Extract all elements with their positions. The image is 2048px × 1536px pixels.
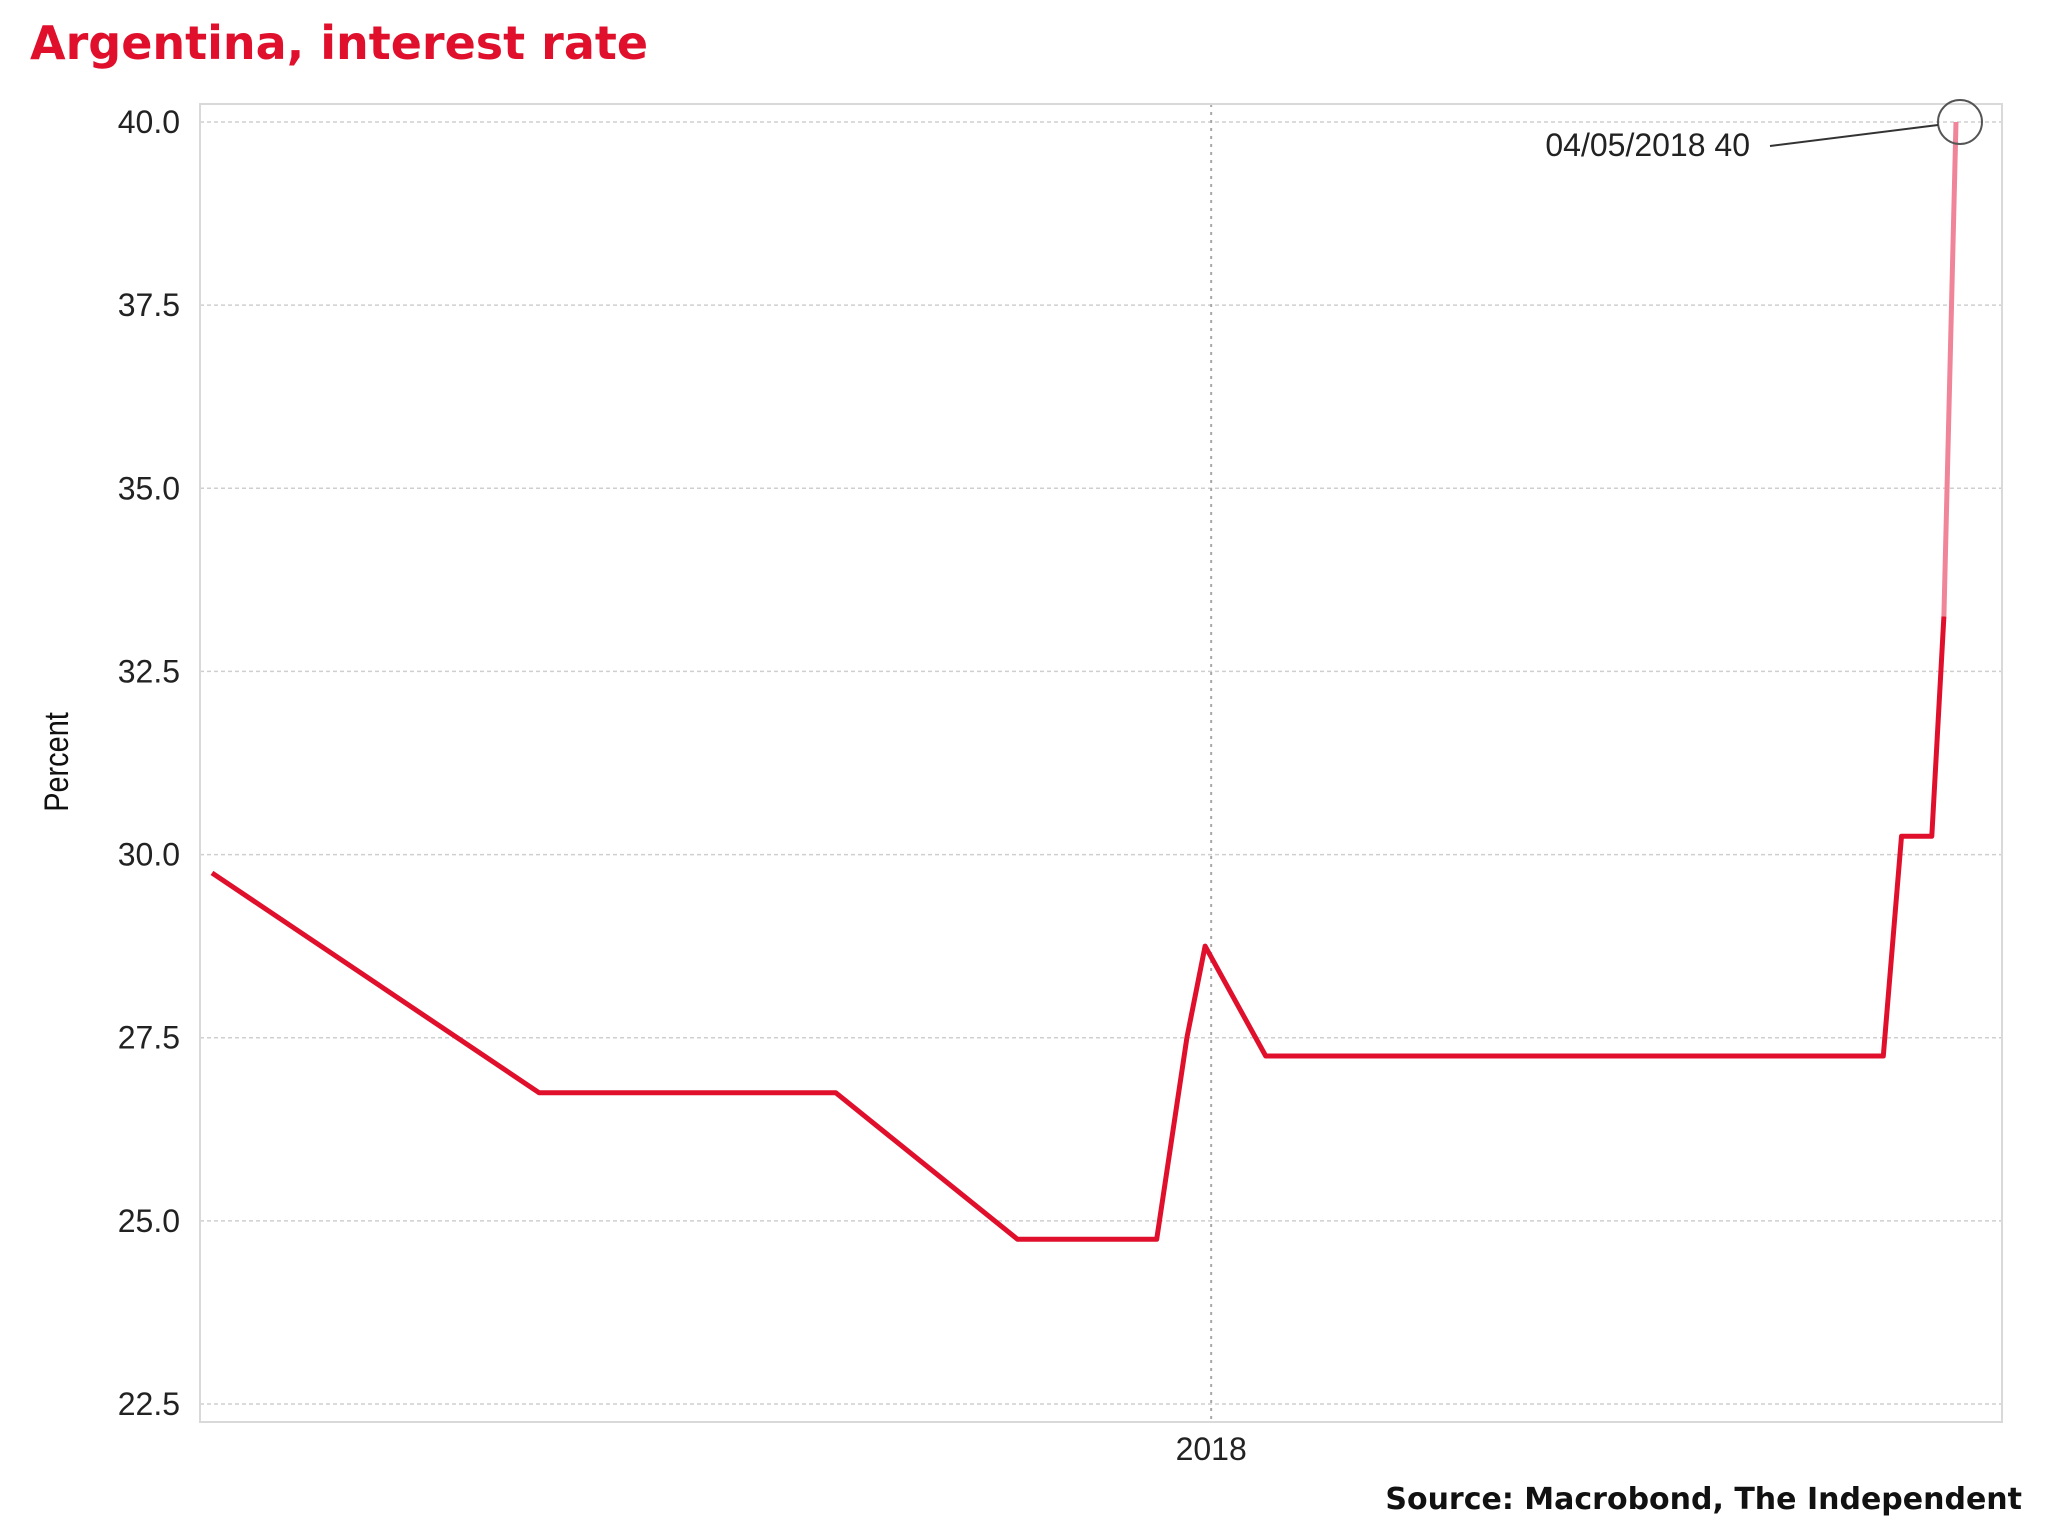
annotation: 04/05/2018 40 xyxy=(1545,99,1983,163)
x-axis-ticks: 2018 xyxy=(1176,1431,1247,1467)
source-note: Source: Macrobond, The Independent xyxy=(1385,1482,2022,1517)
y-axis-label: Percent xyxy=(37,712,76,812)
y-tick-label: 25.0 xyxy=(118,1203,180,1239)
y-tick-label: 30.0 xyxy=(118,837,180,873)
y-tick-label: 32.5 xyxy=(118,653,180,689)
grid-lines xyxy=(200,104,2002,1422)
annotation-label: 04/05/2018 40 xyxy=(1545,127,1750,163)
y-axis-ticks: 22.5 25.0 27.5 30.0 32.5 35.0 37.5 40.0 xyxy=(118,104,180,1422)
series-line-main xyxy=(210,616,1947,1242)
x-tick-label: 2018 xyxy=(1176,1431,1247,1467)
series-line xyxy=(210,121,1959,1242)
y-tick-label: 37.5 xyxy=(118,287,180,323)
annotation-marker xyxy=(1937,99,1983,145)
y-tick-label: 22.5 xyxy=(118,1386,180,1422)
annotation-leader xyxy=(1769,124,1939,147)
y-tick-label: 40.0 xyxy=(118,104,180,140)
series-line-highlight xyxy=(1941,121,1959,617)
y-tick-label: 27.5 xyxy=(118,1020,180,1056)
chart-title: Argentina, interest rate xyxy=(30,16,649,70)
y-tick-label: 35.0 xyxy=(118,470,180,506)
plot-frame xyxy=(199,103,2003,1423)
